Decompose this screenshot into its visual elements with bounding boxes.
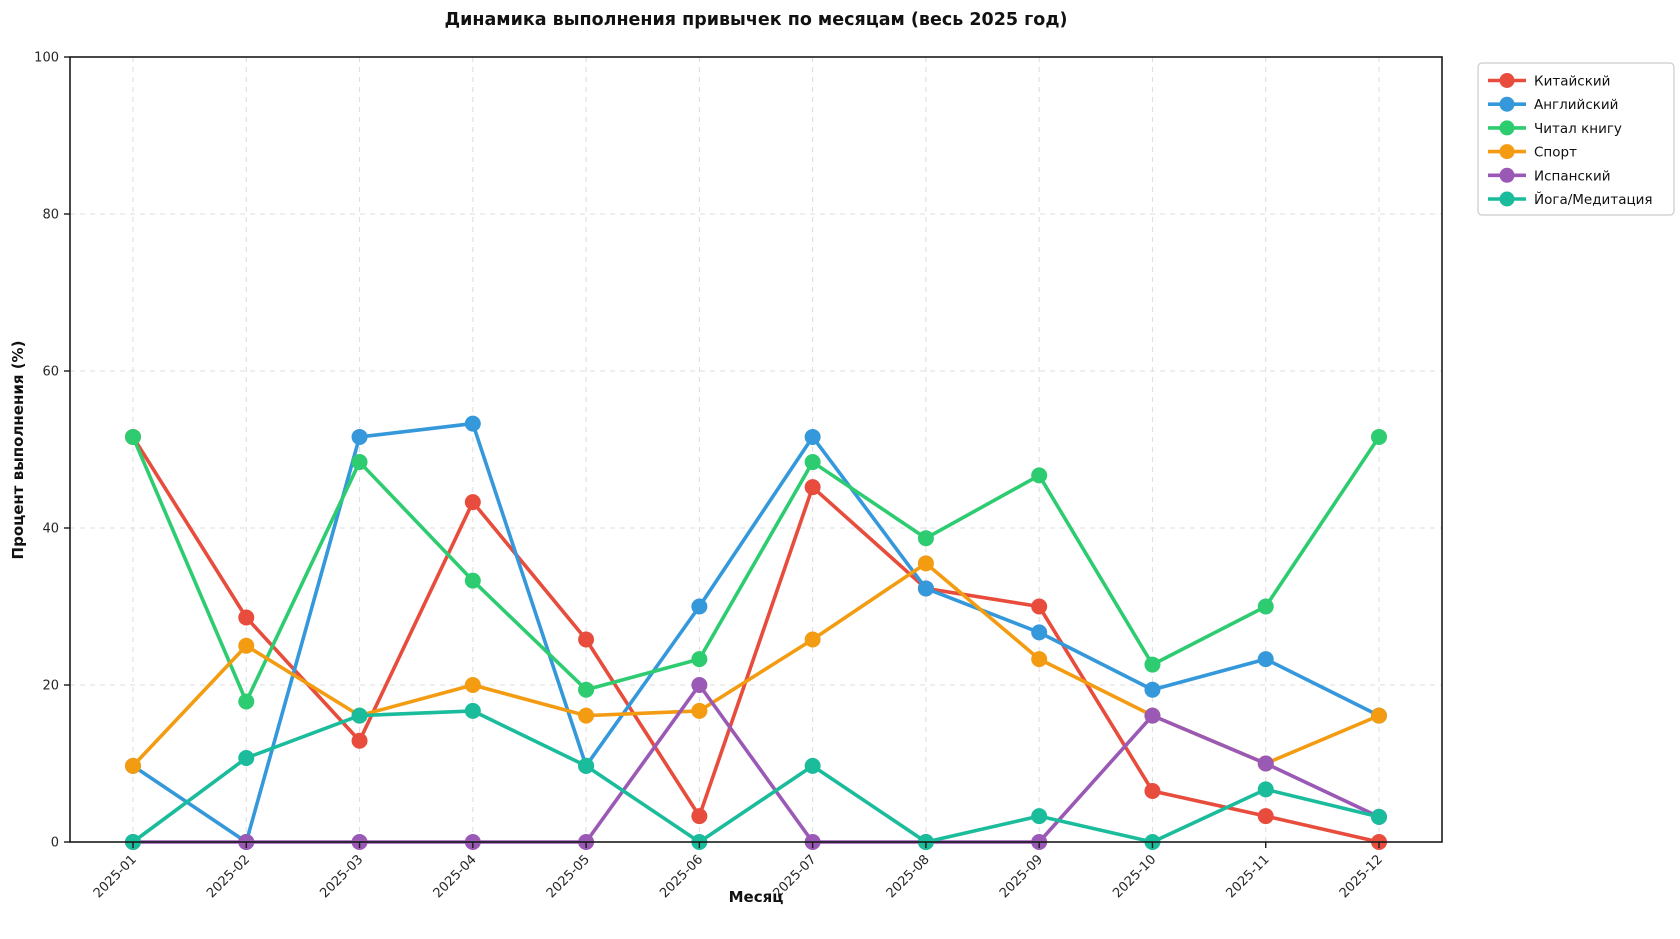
plot-border <box>69 56 1443 843</box>
y-tick-label: 60 <box>42 365 59 380</box>
legend: Китайский Английский Читал книгу Спорт Испан… <box>1477 62 1675 216</box>
data-point <box>691 651 708 668</box>
legend-marker <box>1499 73 1515 88</box>
data-point <box>1257 651 1274 668</box>
data-point <box>691 808 708 825</box>
data-point <box>1371 428 1387 445</box>
data-point <box>351 707 368 724</box>
y-tick-labels: 0 20 40 60 80 100 <box>34 51 59 851</box>
data-point <box>1031 651 1048 668</box>
legend-label: Йога/Медитация <box>1534 190 1653 208</box>
data-point <box>125 428 141 445</box>
data-point <box>1257 755 1274 772</box>
data-point <box>238 750 255 767</box>
legend-item-0: Китайский <box>1488 73 1610 90</box>
y-tick-label: 0 <box>51 836 59 851</box>
axis-ticks <box>64 56 1380 848</box>
legend-item-2: Читал книгу <box>1488 120 1622 137</box>
legend-item-1: Английский <box>1488 96 1618 113</box>
data-point <box>804 428 821 445</box>
data-point <box>464 572 481 589</box>
data-point <box>578 681 595 698</box>
data-point <box>804 757 821 774</box>
legend-marker <box>1499 96 1515 112</box>
data-point <box>1257 781 1274 798</box>
data-point <box>464 702 481 719</box>
y-axis-label: Процент выполнения (%) <box>9 340 27 560</box>
data-point <box>238 637 255 654</box>
data-point <box>804 479 821 496</box>
data-point <box>917 530 934 547</box>
data-point <box>1144 782 1161 799</box>
series-5-line <box>131 709 1381 844</box>
y-tick-label: 40 <box>42 522 59 537</box>
legend-marker <box>1499 144 1515 160</box>
data-point <box>1031 808 1048 825</box>
legend-item-3: Спорт <box>1488 144 1577 161</box>
data-point <box>351 732 368 749</box>
data-point <box>464 415 481 432</box>
data-point <box>1031 598 1048 615</box>
y-tick-label: 20 <box>42 679 59 694</box>
chart-title: Динамика выполнения привычек по месяцам … <box>444 10 1068 30</box>
data-point <box>125 757 141 774</box>
legend-label: Читал книгу <box>1534 121 1622 137</box>
data-point <box>1144 707 1161 724</box>
data-point <box>1371 707 1387 724</box>
data-point <box>691 702 708 719</box>
legend-item-4: Испанский <box>1488 167 1611 184</box>
data-point <box>804 454 821 471</box>
data-point <box>1257 808 1274 825</box>
legend-label: Испанский <box>1534 168 1611 184</box>
legend-marker <box>1499 191 1515 207</box>
data-point <box>351 454 368 471</box>
data-point <box>691 677 708 693</box>
y-tick-label: 100 <box>34 51 59 66</box>
data-point <box>1371 808 1387 825</box>
data-point <box>238 693 255 710</box>
data-point <box>464 494 481 511</box>
data-point <box>691 598 708 615</box>
data-point <box>351 428 368 445</box>
legend-marker <box>1499 167 1515 183</box>
data-point <box>1031 624 1048 641</box>
data-point <box>578 757 595 774</box>
legend-box <box>1477 62 1675 216</box>
legend-label: Китайский <box>1534 74 1610 90</box>
series-2 <box>125 428 1387 710</box>
data-point <box>917 555 934 572</box>
series-0-line <box>131 435 1381 844</box>
data-point <box>917 580 934 597</box>
data-point <box>578 631 595 648</box>
data-point <box>238 609 255 626</box>
series-2-line <box>131 435 1381 704</box>
data-point <box>804 631 821 648</box>
data-point <box>1144 656 1161 673</box>
data-point <box>1257 598 1274 615</box>
y-tick-label: 80 <box>42 208 59 223</box>
data-point <box>464 677 481 693</box>
legend-marker <box>1499 120 1515 136</box>
x-axis-label: Месяц <box>728 888 784 906</box>
legend-label: Спорт <box>1534 145 1577 161</box>
data-point <box>1031 467 1048 484</box>
data-point <box>1144 681 1161 698</box>
legend-label: Английский <box>1534 97 1618 113</box>
data-point <box>578 707 595 724</box>
legend-item-5: Йога/Медитация <box>1488 190 1653 208</box>
